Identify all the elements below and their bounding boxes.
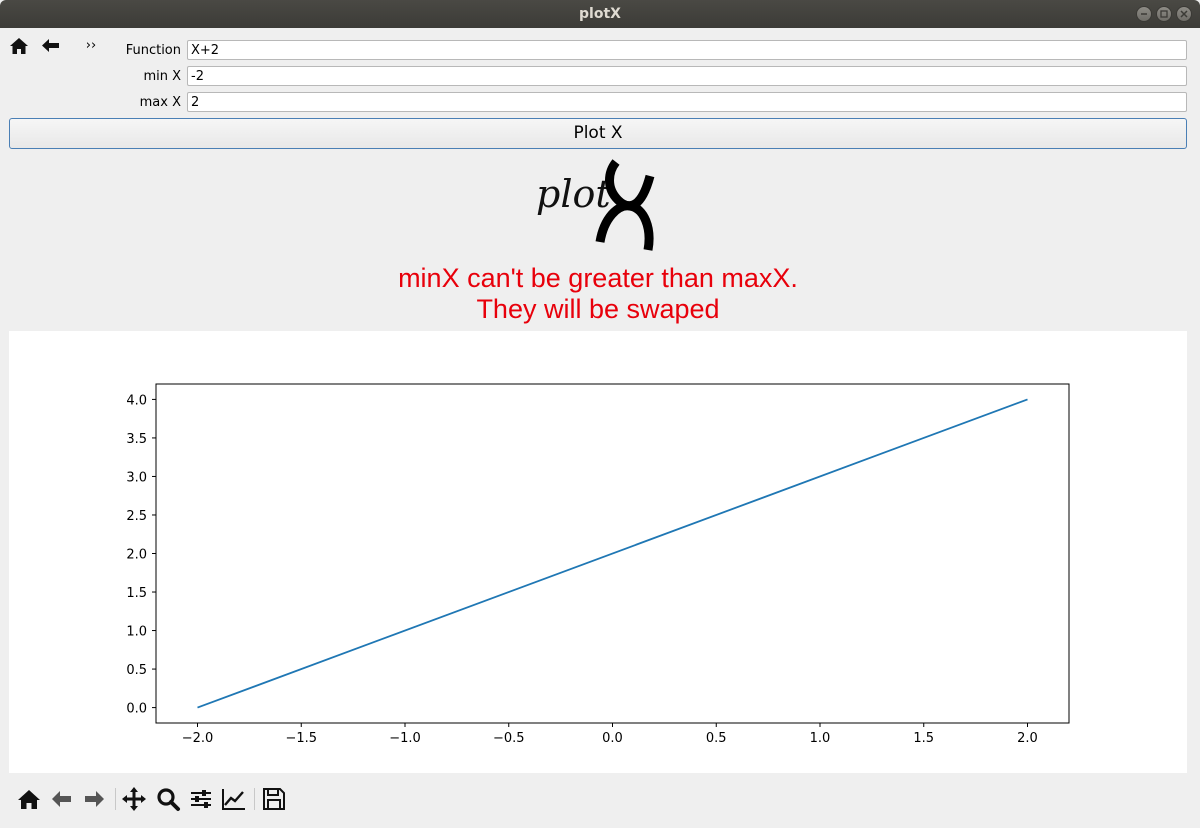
minimize-icon bbox=[1141, 13, 1147, 15]
pan-move-icon bbox=[122, 787, 146, 811]
plot-figure: −2.0 −1.5 −1.0 −0.5 0.0 0.5 1.0 1.5 2.0 0.0 0.5 1.0… bbox=[9, 331, 1187, 773]
nav-forward-button[interactable] bbox=[81, 786, 107, 812]
minimize-button[interactable] bbox=[1136, 6, 1152, 22]
back-button[interactable] bbox=[40, 36, 62, 56]
home-button[interactable] bbox=[8, 36, 30, 56]
zoom-magnifier-icon bbox=[157, 788, 180, 811]
x-tick-label: 1.5 bbox=[913, 731, 934, 746]
nav-save-button[interactable] bbox=[261, 786, 287, 812]
forward-arrow-icon bbox=[85, 791, 104, 807]
nav-home-button[interactable] bbox=[16, 786, 42, 812]
x-tick-label: −1.0 bbox=[389, 731, 421, 746]
toolbar-separator bbox=[254, 788, 255, 810]
plot-button[interactable]: Plot X bbox=[9, 118, 1187, 149]
logo-x-glyph bbox=[595, 159, 655, 251]
max-x-label: max X bbox=[139, 95, 181, 110]
x-tick-label: 2.0 bbox=[1017, 731, 1038, 746]
nav-zoom-button[interactable] bbox=[155, 786, 181, 812]
nav-edit-axis-button[interactable] bbox=[221, 786, 247, 812]
more-chevron-icon[interactable]: ›› bbox=[85, 38, 97, 53]
y-tick-label: 0.0 bbox=[126, 702, 147, 717]
y-tick-label: 2.0 bbox=[126, 548, 147, 563]
nav-back-button[interactable] bbox=[49, 786, 75, 812]
close-icon bbox=[1180, 10, 1188, 18]
y-tick-label: 2.5 bbox=[126, 509, 147, 524]
home-icon bbox=[10, 38, 28, 54]
maximize-button[interactable] bbox=[1156, 6, 1172, 22]
series-line bbox=[197, 398, 1028, 709]
configure-subplots-icon bbox=[191, 790, 211, 808]
warning-line-2: They will be swaped bbox=[476, 294, 720, 324]
y-tick-label: 4.0 bbox=[126, 393, 147, 408]
logo-text: plot bbox=[536, 172, 611, 216]
chart-svg: −2.0 −1.5 −1.0 −0.5 0.0 0.5 1.0 1.5 2.0 0.0 0.5 1.0… bbox=[126, 383, 1070, 746]
min-x-label: min X bbox=[143, 69, 181, 84]
function-label: Function bbox=[125, 43, 181, 58]
min-x-input[interactable] bbox=[187, 66, 1187, 86]
x-tick-label: −0.5 bbox=[493, 731, 525, 746]
y-tick-label: 0.5 bbox=[126, 663, 147, 678]
x-tick-label: 0.5 bbox=[706, 731, 727, 746]
nav-pan-button[interactable] bbox=[121, 786, 147, 812]
x-tick-label: −2.0 bbox=[182, 731, 214, 746]
nav-configure-button[interactable] bbox=[188, 786, 214, 812]
save-icon bbox=[263, 788, 285, 810]
y-tick-label: 3.0 bbox=[126, 470, 147, 485]
edit-axis-icon bbox=[222, 789, 245, 810]
back-arrow-icon bbox=[42, 39, 59, 52]
window-title: plotX bbox=[579, 6, 621, 22]
y-tick-label: 3.5 bbox=[126, 432, 147, 447]
x-tick-label: 1.0 bbox=[810, 731, 831, 746]
close-button[interactable] bbox=[1176, 6, 1192, 22]
function-input[interactable] bbox=[187, 40, 1187, 60]
window-titlebar: plotX bbox=[0, 0, 1200, 28]
toolbar-separator bbox=[115, 788, 116, 810]
warning-line-1: minX can't be greater than maxX. bbox=[398, 263, 798, 293]
y-tick-label: 1.0 bbox=[126, 625, 147, 640]
x-tick-label: 0.0 bbox=[602, 731, 623, 746]
y-tick-label: 1.5 bbox=[126, 586, 147, 601]
maximize-icon bbox=[1160, 10, 1168, 18]
back-arrow-icon bbox=[52, 791, 71, 807]
max-x-input[interactable] bbox=[187, 92, 1187, 112]
x-tick-label: −1.5 bbox=[285, 731, 317, 746]
home-icon bbox=[18, 790, 40, 809]
